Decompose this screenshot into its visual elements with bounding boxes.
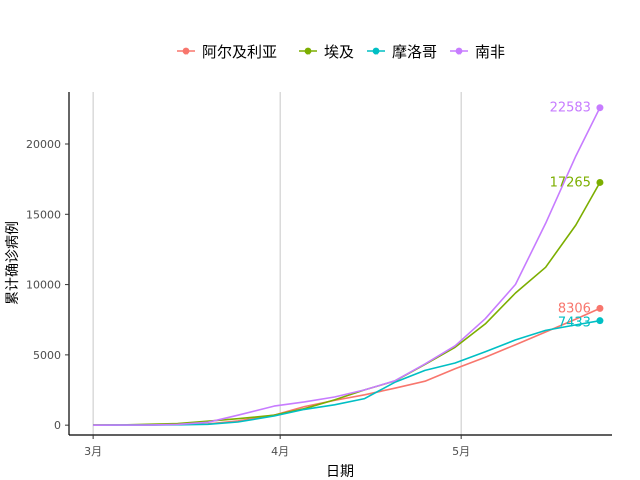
x-tick-label: 4月 xyxy=(271,445,289,458)
y-tick-label: 20000 xyxy=(26,138,61,151)
legend-label-south-africa: 南非 xyxy=(475,42,506,61)
x-tick-label: 3月 xyxy=(84,445,102,458)
legend-key-egypt: a xyxy=(299,48,317,57)
y-ticks: 0 5000 10000 15000 20000 xyxy=(26,138,69,432)
svg-text:a: a xyxy=(457,48,462,57)
legend-item-algeria[interactable]: a 阿尔及利亚 xyxy=(175,38,277,64)
legend-item-south-africa[interactable]: a 南非 xyxy=(448,38,505,64)
x-axis-title: 日期 xyxy=(326,464,354,480)
grid-lines xyxy=(92,92,462,435)
y-tick-label: 10000 xyxy=(26,279,61,292)
end-label-3: 22583 xyxy=(550,101,591,116)
legend-key-algeria: a xyxy=(177,48,195,57)
svg-text:a: a xyxy=(374,48,379,57)
end-label-1: 17265 xyxy=(550,175,591,190)
series-end-point-3 xyxy=(596,104,604,112)
series-line-1 xyxy=(93,182,601,426)
series-end-point-2 xyxy=(596,317,604,325)
series-end-point-0 xyxy=(596,304,604,312)
legend-label-algeria: 阿尔及利亚 xyxy=(202,42,278,61)
axes xyxy=(68,92,612,436)
series-lines xyxy=(93,104,604,427)
series-line-2 xyxy=(93,319,601,427)
legend-item-morocco[interactable]: a 摩洛哥 xyxy=(365,38,437,64)
x-ticks: 3月 4月 5月 xyxy=(84,435,470,458)
legend-key-south-africa: a xyxy=(450,48,468,57)
y-tick-label: 0 xyxy=(54,419,61,432)
legend-label-morocco: 摩洛哥 xyxy=(392,42,438,61)
legend-item-egypt[interactable]: a 埃及 xyxy=(297,38,354,64)
legend: a 阿尔及利亚 a 埃及 a 摩洛哥 a 南非 xyxy=(0,38,640,64)
y-axis-title: 累计确诊病例 xyxy=(5,221,21,305)
series-line-3 xyxy=(93,107,601,427)
svg-text:a: a xyxy=(306,48,311,57)
end-label-2: 7433 xyxy=(558,316,591,331)
end-label-0: 8306 xyxy=(558,301,591,316)
x-tick-label: 5月 xyxy=(452,445,470,458)
y-tick-label: 15000 xyxy=(26,208,61,221)
legend-key-morocco: a xyxy=(367,48,385,57)
svg-text:a: a xyxy=(184,48,189,57)
series-end-point-1 xyxy=(596,178,604,186)
series-line-0 xyxy=(93,307,601,426)
y-tick-label: 5000 xyxy=(33,349,61,362)
end-labels: 8306 17265 7433 22583 xyxy=(550,101,591,331)
legend-label-egypt: 埃及 xyxy=(324,42,355,61)
